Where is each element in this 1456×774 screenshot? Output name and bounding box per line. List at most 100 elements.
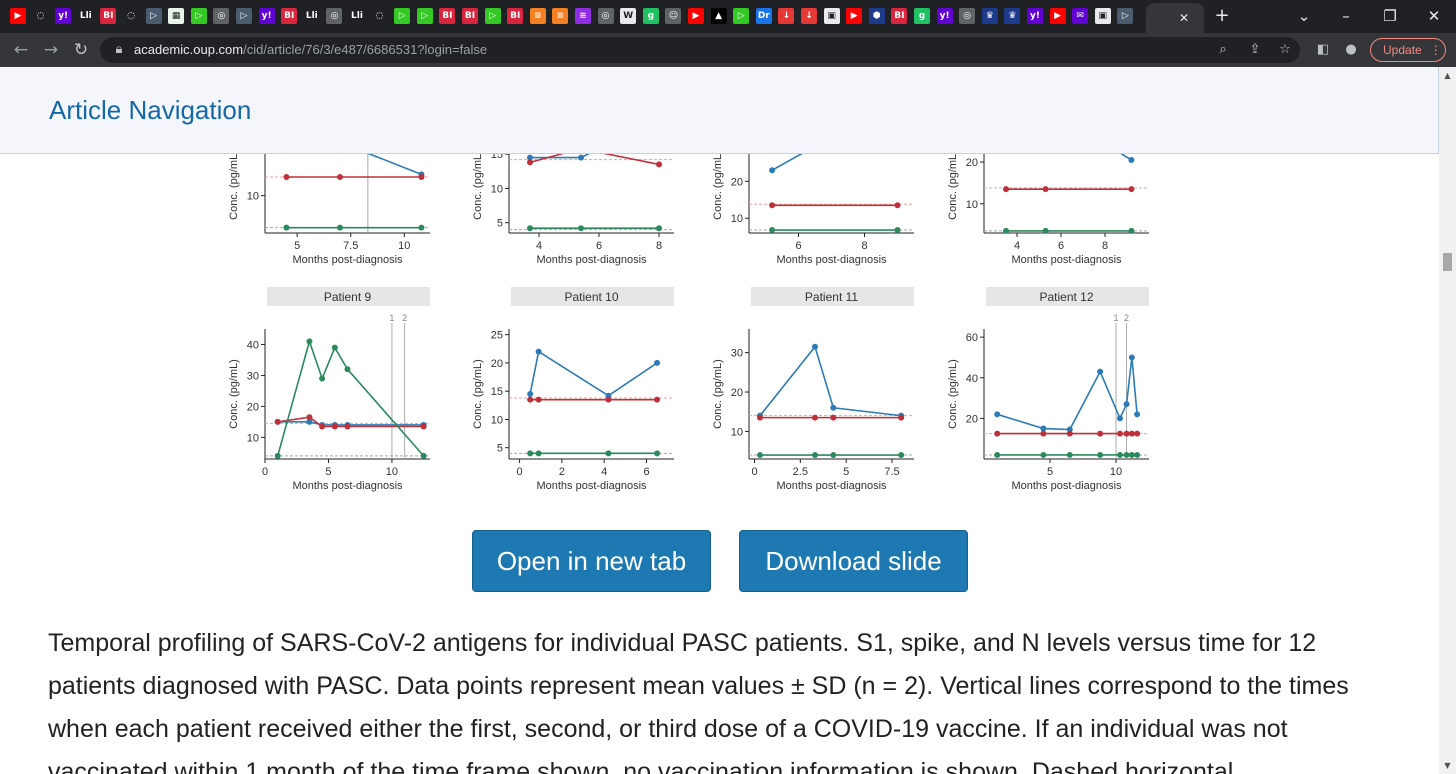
globe-favicon[interactable]: ◎ (213, 8, 230, 24)
globe-favicon[interactable]: ◎ (959, 8, 976, 24)
green-play-favicon[interactable]: ▷ (190, 8, 207, 24)
tab-search-chevron-icon[interactable]: ⌄ (1297, 7, 1311, 25)
box-favicon[interactable]: ▣ (823, 8, 840, 24)
bookmark-star-icon[interactable]: ☆ (1279, 42, 1291, 57)
scroll-up-icon[interactable]: ▲ (1444, 71, 1451, 80)
panel-8-y-tick-label: 20 (966, 157, 978, 169)
yahoo-favicon[interactable]: y! (1027, 8, 1043, 24)
globe-favicon[interactable]: ◎ (597, 8, 614, 24)
green-play-favicon[interactable]: ▷ (394, 8, 411, 24)
red-favicon[interactable]: ↓ (778, 8, 795, 24)
bi-favicon[interactable]: BI (439, 8, 456, 24)
panel-8-n-point (1042, 227, 1049, 234)
red-favicon[interactable]: ↓ (801, 8, 817, 24)
panel-5-x-tick-label: 7.5 (343, 240, 358, 252)
share-icon[interactable]: ⇪ (1249, 42, 1261, 57)
crest-favicon[interactable]: ♛ (981, 8, 998, 24)
panel-9-y-tick-label: 40 (247, 339, 259, 351)
ll-favicon[interactable]: Lli (349, 8, 365, 24)
shield-favicon[interactable]: ◌ (371, 8, 388, 24)
youtube-favicon[interactable]: ▶ (10, 8, 26, 24)
green-play-favicon[interactable]: ▷ (484, 8, 501, 24)
yt-favicon[interactable]: ▶ (846, 8, 863, 24)
active-tab[interactable]: ✕ (1146, 3, 1204, 33)
wsj-favicon[interactable]: W (620, 8, 637, 24)
g-favicon[interactable]: g (914, 8, 930, 24)
yahoo-favicon[interactable]: y! (55, 8, 72, 24)
panel-8-n-point (1128, 227, 1135, 234)
url-host: academic.oup.com (134, 42, 244, 57)
scrollbar-thumb[interactable] (1443, 253, 1452, 271)
panel-6-x-tick-label: 4 (536, 240, 542, 252)
bi-favicon[interactable]: BI (507, 8, 524, 24)
forward-button[interactable]: → (43, 40, 59, 60)
panel-11-y-label: Conc. (pg/mL) (712, 359, 724, 429)
bi-favicon[interactable]: BI (462, 8, 478, 24)
panel-12-n-point (1116, 451, 1123, 458)
panel-9-y-label: Conc. (pg/mL) (228, 359, 240, 429)
scroll-down-icon[interactable]: ▼ (1444, 761, 1451, 770)
panel-6-y-label: Conc. (pg/mL) (472, 150, 484, 220)
new-tab-button[interactable]: + (1214, 5, 1230, 26)
close-tab-icon[interactable]: ✕ (1178, 11, 1190, 25)
orange-favicon[interactable]: ≡ (552, 8, 569, 24)
crest-favicon[interactable]: ♛ (1004, 8, 1021, 24)
yahoo-favicon[interactable]: y! (258, 8, 275, 24)
mail-favicon[interactable]: ✉ (1072, 8, 1089, 24)
back-button[interactable]: ← (13, 40, 29, 60)
url-text[interactable]: academic.oup.com/cid/article/76/3/e487/6… (134, 42, 487, 57)
box-favicon[interactable]: ▣ (1094, 8, 1111, 24)
scrollbar[interactable]: ▲ ▼ (1439, 67, 1456, 774)
youtube-favicon[interactable]: ▶ (688, 8, 704, 24)
update-button[interactable]: Update ⋮ (1370, 38, 1446, 62)
lock-icon[interactable]: 🔒︎ (115, 42, 123, 57)
panel-8-spike-point (1042, 186, 1049, 193)
youtube-favicon[interactable]: ▶ (1049, 8, 1066, 24)
menu-kebab-icon: ⋮ (1429, 43, 1442, 57)
minimize-button[interactable]: – (1342, 7, 1350, 25)
ll-favicon[interactable]: Lli (303, 8, 320, 24)
panel-5-y-tick-label: 10 (247, 191, 259, 203)
play-favicon[interactable]: ▷ (145, 8, 162, 24)
g-favicon[interactable]: g (642, 8, 659, 24)
panel-9-spike-point (274, 418, 281, 425)
bi-favicon[interactable]: BI (100, 8, 117, 24)
panel-9-n-point (274, 452, 281, 459)
article-navigation-title[interactable]: Article Navigation (49, 95, 252, 125)
close-window-button[interactable]: ✕ (1427, 7, 1441, 25)
reload-button[interactable]: ↻ (73, 40, 89, 60)
person-favicon[interactable]: ☺ (665, 8, 682, 24)
play-favicon[interactable]: ▷ (236, 8, 252, 24)
figure-caption: Temporal profiling of SARS-CoV-2 antigen… (48, 629, 1349, 774)
panel-11-s1-point (812, 343, 818, 350)
black-favicon[interactable]: ▲ (710, 8, 727, 24)
shield-favicon[interactable]: ◌ (123, 8, 139, 24)
green-play-favicon[interactable]: ▷ (416, 8, 433, 24)
ll-favicon[interactable]: Lli (77, 8, 94, 24)
address-bar[interactable]: 🔒︎ academic.oup.com/cid/article/76/3/e48… (100, 37, 1300, 63)
profile-icon[interactable]: ● (1345, 42, 1357, 57)
open-in-new-tab-button[interactable]: Open in new tab (472, 530, 711, 592)
bi-favicon[interactable]: BI (281, 8, 298, 24)
bi-favicon[interactable]: BI (891, 8, 908, 24)
panel-11-n-point (757, 452, 763, 459)
dr-favicon[interactable]: Dr (755, 8, 772, 24)
panel-8-s1-point (1128, 156, 1135, 163)
shield-favicon[interactable]: ◌ (32, 8, 49, 24)
panel-10-x-tick-label: 6 (643, 466, 649, 478)
article-navigation-bar[interactable]: Article Navigation (0, 67, 1439, 154)
green-play-favicon[interactable]: ▷ (733, 8, 750, 24)
panel-12-n-point (1128, 451, 1135, 458)
side-panel-icon[interactable]: ◧ (1316, 42, 1330, 57)
grid-favicon[interactable]: ▦ (168, 8, 185, 24)
download-slide-button[interactable]: Download slide (739, 530, 968, 592)
orange-favicon[interactable]: ≡ (529, 8, 546, 24)
panel-10-spike-point (654, 396, 661, 403)
play-favicon[interactable]: ▷ (1117, 8, 1134, 24)
globe-favicon[interactable]: ◎ (326, 8, 343, 24)
restore-button[interactable]: ❐ (1383, 7, 1397, 25)
hex-favicon[interactable]: ⬢ (868, 8, 885, 24)
striped-favicon[interactable]: ≋ (575, 8, 591, 24)
yahoo-favicon[interactable]: y! (936, 8, 953, 24)
zoom-icon[interactable]: ⌕ (1219, 42, 1227, 57)
